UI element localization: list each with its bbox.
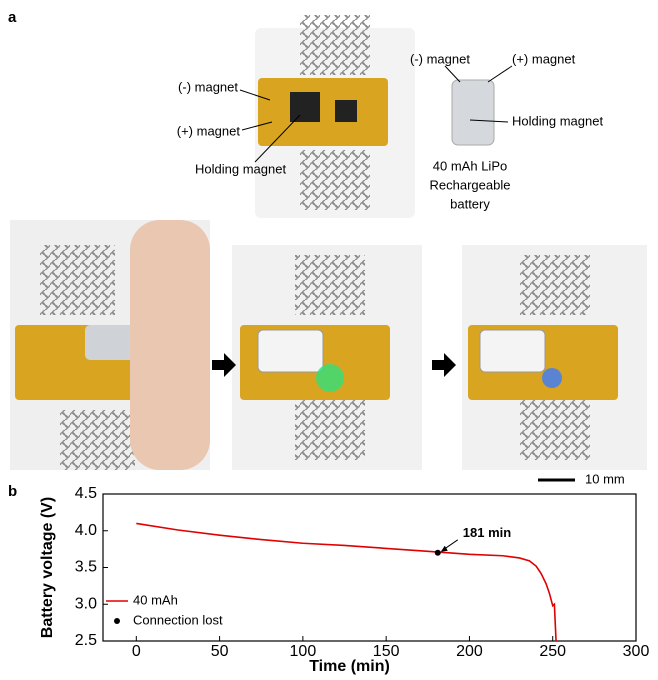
y-tick-label: 3.0	[75, 595, 97, 612]
arrow	[432, 353, 456, 377]
mesh-electrode	[520, 255, 590, 315]
panel-label: b	[8, 483, 17, 500]
pcb	[258, 78, 388, 146]
x-tick-label: 250	[539, 643, 566, 660]
x-tick-label: 300	[623, 643, 650, 660]
caption: battery	[450, 196, 490, 211]
label: (-) magnet	[178, 79, 238, 94]
chip	[335, 100, 357, 122]
leader	[445, 66, 460, 82]
label: (-) magnet	[410, 51, 470, 66]
legend-label: Connection lost	[133, 612, 223, 627]
x-tick-label: 50	[211, 643, 229, 660]
finger	[130, 220, 210, 470]
mesh-electrode	[295, 255, 365, 315]
y-tick-label: 4.0	[75, 522, 97, 539]
led-glow	[542, 368, 562, 388]
y-tick-label: 4.5	[75, 485, 97, 502]
caption: 40 mAh LiPo	[433, 158, 507, 173]
battery	[452, 80, 494, 145]
battery	[480, 330, 545, 372]
mesh-electrode	[300, 150, 370, 210]
battery	[258, 330, 323, 372]
mesh-electrode	[520, 400, 590, 460]
label: (+) magnet	[512, 51, 576, 66]
mesh-electrode	[60, 410, 135, 470]
panel-a: a 10 mm (-) magnet (+) magnet	[8, 9, 647, 486]
x-tick-label: 0	[132, 643, 141, 660]
mesh-electrode	[40, 245, 115, 315]
mesh-electrode	[300, 15, 370, 75]
x-axis-title: Time (min)	[309, 658, 390, 675]
legend-label: 40 mAh	[133, 592, 178, 607]
caption: Rechargeable	[430, 177, 511, 192]
led-glow	[316, 364, 344, 392]
y-tick-label: 3.5	[75, 559, 97, 576]
label: Holding magnet	[195, 161, 286, 176]
panel-label: a	[8, 9, 17, 26]
y-tick-label: 2.5	[75, 632, 97, 649]
annotation-arrowhead	[441, 546, 448, 552]
data-point	[435, 550, 441, 556]
figure: a 10 mm (-) magnet (+) magnet	[0, 0, 658, 675]
mesh-electrode	[295, 400, 365, 460]
label: (+) magnet	[177, 123, 241, 138]
scale-label: 10 mm	[585, 471, 625, 486]
y-axis-title: Battery voltage (V)	[39, 497, 56, 638]
chip	[290, 92, 320, 122]
leader	[488, 66, 512, 82]
legend-marker	[114, 618, 120, 624]
annotation: 181 min	[463, 525, 511, 540]
x-tick-label: 200	[456, 643, 483, 660]
label: Holding magnet	[512, 113, 603, 128]
